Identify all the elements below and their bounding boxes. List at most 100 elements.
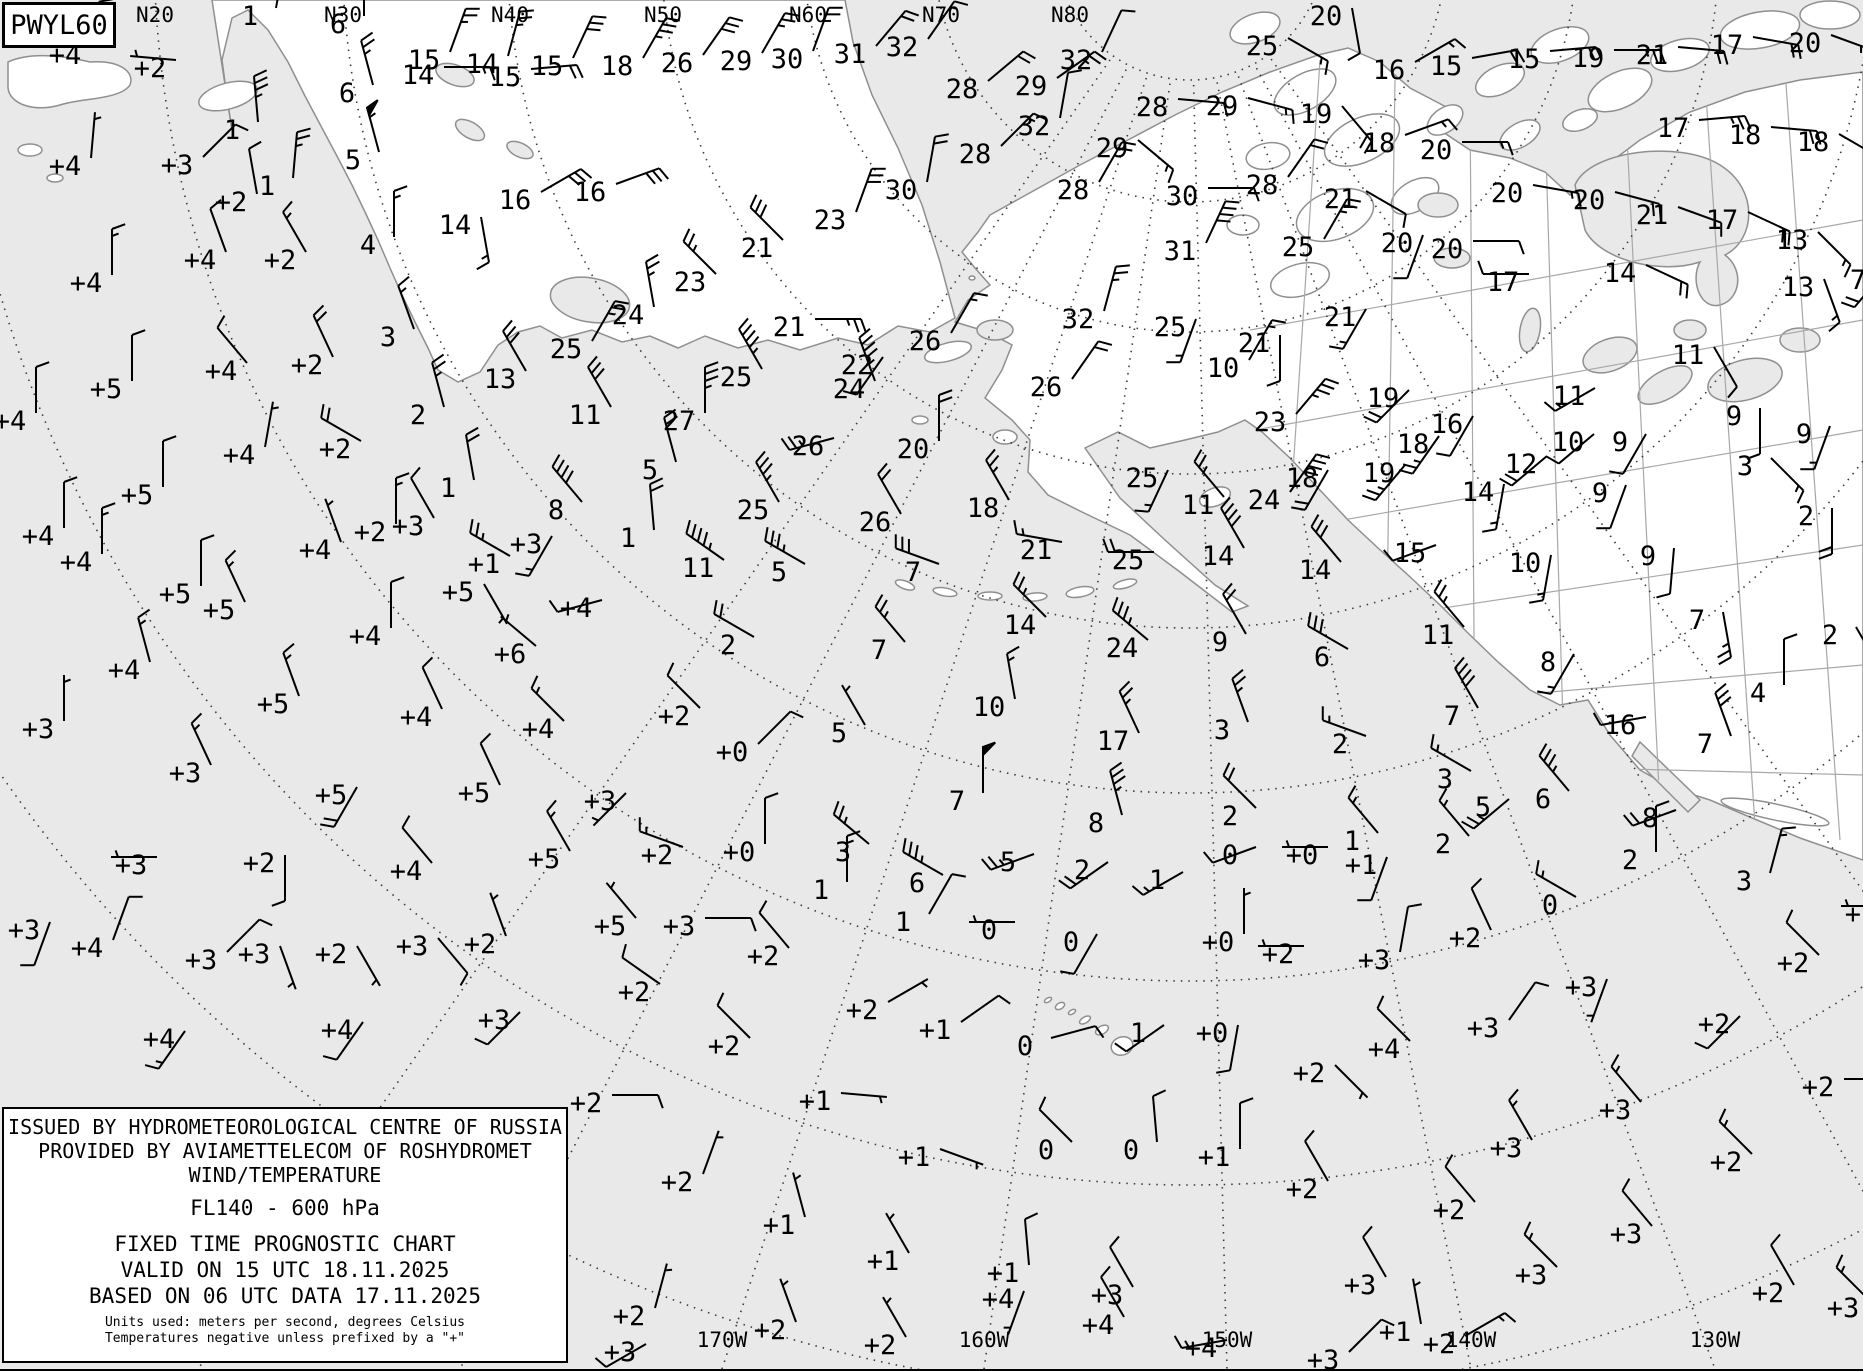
wind-barb: [605, 881, 637, 919]
temperature-label: +3: [584, 786, 617, 817]
temperature-label: 31: [834, 39, 867, 70]
chart-id-label: PWYL60: [10, 9, 108, 41]
station: +2: [661, 1130, 724, 1198]
wind-barb: [757, 710, 804, 745]
wind-barb: [928, 873, 966, 915]
temperature-label: 9: [1640, 541, 1656, 572]
station: +5: [458, 732, 501, 809]
wind-barb: [202, 123, 249, 158]
station: 30: [1166, 181, 1260, 212]
wind-barb: [1393, 234, 1424, 280]
valid-time-line: VALID ON 15 UTC 18.11.2025: [120, 1258, 450, 1282]
island-arctic: [1226, 214, 1260, 236]
wind-barb: [1645, 264, 1689, 299]
station: +0: [723, 792, 779, 868]
station: 21: [1238, 328, 1281, 387]
island-arctic: [1530, 26, 1590, 64]
temperature-label: 7: [1697, 729, 1713, 760]
temperature-label: +3: [1515, 1260, 1548, 1291]
temperature-label: 10: [1552, 427, 1585, 458]
wind-barb: [779, 1278, 797, 1323]
wind-barb: [1357, 856, 1388, 902]
temperature-label: 21: [741, 233, 774, 264]
station: 28: [1246, 138, 1329, 201]
temperature-label: +3: [1565, 972, 1598, 1003]
temperature-label: +4: [321, 1015, 354, 1046]
temperature-label: +4: [60, 547, 93, 578]
station: 7: [1697, 683, 1732, 760]
temperature-label: 20: [897, 434, 930, 465]
station: 14: [439, 210, 490, 271]
temperature-label: +4: [143, 1024, 176, 1055]
island-arctic: [1499, 119, 1541, 151]
wind-barb: [1609, 433, 1647, 475]
station: +4: [522, 675, 565, 745]
station: 1: [259, 127, 311, 202]
station: +3: [474, 1005, 521, 1046]
station: +5: [528, 799, 571, 875]
wind-barb: [939, 1148, 984, 1170]
wind-barb: [926, 133, 949, 183]
wind-barb: [855, 167, 886, 213]
wind-barb: [654, 1263, 673, 1309]
wind-barb: [1243, 888, 1251, 934]
station: 2: [1222, 762, 1257, 832]
station: +3: [161, 123, 249, 181]
wind-barb: [841, 684, 866, 726]
station: 0: [1123, 1089, 1167, 1166]
station: +3: [392, 466, 435, 542]
temperature-label: 19: [1367, 383, 1400, 414]
wind-barb: [162, 435, 177, 487]
station: 4: [1750, 633, 1798, 709]
wind-barb: [1220, 496, 1245, 549]
wind-barb: [846, 830, 861, 882]
temperature-label: 14: [402, 60, 435, 91]
station: 23: [814, 167, 886, 236]
station: 18: [1363, 118, 1458, 159]
temperature-label: +3: [396, 931, 429, 962]
wind-barb: [927, 0, 969, 40]
wind-barb: [1770, 457, 1805, 504]
station: 14: [1202, 496, 1245, 572]
chukotka-lagoon: [435, 62, 475, 88]
station: 26: [859, 462, 902, 538]
temperature-label: +2: [215, 187, 248, 218]
island-hawaii: [1054, 1001, 1066, 1011]
station: +2: [708, 992, 751, 1062]
temperature-label: 19: [1300, 99, 1333, 130]
wind-barb: [1295, 377, 1340, 415]
wind-barb: [882, 1296, 907, 1338]
temperature-label: +5: [594, 911, 627, 942]
station: 21: [1013, 520, 1063, 566]
station: +0: [716, 710, 804, 768]
station: +4: [70, 223, 126, 299]
station: 20: [1573, 185, 1662, 218]
temperature-label: +3: [161, 150, 194, 181]
station: 1: [224, 69, 269, 146]
station: 2: [1822, 620, 1863, 651]
temperature-label: 25: [1112, 545, 1145, 576]
wind-barb: [1231, 669, 1249, 723]
temperature-label: 20: [1573, 185, 1606, 216]
station: +4: [22, 476, 78, 552]
station: 16: [1373, 38, 1467, 86]
wind-barb: [282, 200, 307, 253]
station: 20: [897, 389, 953, 465]
hudson-bay: [1574, 150, 1750, 307]
station: 19: [1361, 458, 1406, 502]
temperature-label: 21: [773, 312, 806, 343]
station: +2: [613, 1263, 673, 1332]
wind-barb: [612, 1094, 664, 1109]
island-aleutian: [932, 586, 958, 598]
temperature-label: +4: [390, 856, 423, 887]
station: +5: [159, 534, 215, 610]
temperature-label: +4: [71, 933, 104, 964]
temperature-label: 17: [1657, 113, 1690, 144]
station: 0: [969, 915, 1015, 946]
station: 14: [1004, 571, 1047, 641]
station: +1: [763, 1172, 806, 1241]
wind-barb: [1523, 1221, 1558, 1268]
temperature-label: 14: [1299, 555, 1332, 586]
